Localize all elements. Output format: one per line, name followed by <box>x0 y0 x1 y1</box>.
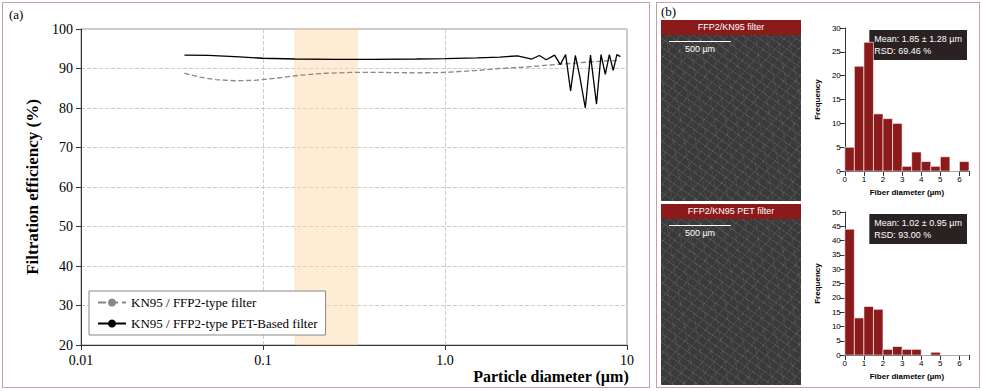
svg-text:10: 10 <box>620 353 634 368</box>
html-text:FFP2/KN95 PET filter: FFP2/KN95 PET filter <box>687 206 775 216</box>
svg-text:6: 6 <box>957 175 962 184</box>
svg-text:RSD: 93.00 %: RSD: 93.00 % <box>874 230 931 240</box>
svg-text:40: 40 <box>59 259 73 274</box>
svg-text:0: 0 <box>843 175 848 184</box>
svg-text:30: 30 <box>59 298 73 313</box>
svg-text:6: 6 <box>957 359 962 368</box>
svg-text:5: 5 <box>938 359 943 368</box>
svg-text:90: 90 <box>59 61 73 76</box>
html-text:500 µm: 500 µm <box>684 228 716 238</box>
svg-text:Filtration efficiency (%): Filtration efficiency (%) <box>23 99 42 275</box>
svg-text:50: 50 <box>59 219 73 234</box>
svg-text:70: 70 <box>59 140 73 155</box>
html-text:500 µm: 500 µm <box>684 44 716 54</box>
svg-text:0.1: 0.1 <box>254 353 272 368</box>
svg-text:30: 30 <box>832 24 841 33</box>
svg-text:KN95 / FFP2-type filter: KN95 / FFP2-type filter <box>131 295 257 310</box>
svg-text:4: 4 <box>919 175 924 184</box>
html-text:(a): (a) <box>9 7 24 22</box>
svg-text:1: 1 <box>862 359 867 368</box>
svg-text:Fiber diameter (µm): Fiber diameter (µm) <box>870 372 945 381</box>
svg-text:15: 15 <box>832 95 841 104</box>
svg-text:45: 45 <box>832 222 841 231</box>
svg-text:1: 1 <box>862 175 867 184</box>
svg-text:5: 5 <box>938 175 943 184</box>
svg-text:Mean: 1.02 ± 0.95 µm: Mean: 1.02 ± 0.95 µm <box>874 218 962 228</box>
svg-text:10: 10 <box>832 119 841 128</box>
svg-text:KN95 / FFP2-type PET-Based fil: KN95 / FFP2-type PET-Based filter <box>131 316 318 331</box>
svg-text:Particle diameter (µm): Particle diameter (µm) <box>473 368 629 386</box>
svg-text:25: 25 <box>832 279 841 288</box>
svg-text:Fiber diameter (µm): Fiber diameter (µm) <box>870 188 945 197</box>
svg-text:Mean: 1.85 ± 1.28 µm: Mean: 1.85 ± 1.28 µm <box>874 34 962 44</box>
svg-text:RSD: 69.46 %: RSD: 69.46 % <box>874 46 931 56</box>
svg-text:35: 35 <box>832 250 841 259</box>
svg-text:1.0: 1.0 <box>436 353 454 368</box>
svg-text:10: 10 <box>832 322 841 331</box>
svg-text:3: 3 <box>900 359 905 368</box>
svg-text:40: 40 <box>832 236 841 245</box>
svg-text:0.01: 0.01 <box>69 353 94 368</box>
html-text:FFP2/KN95 filter: FFP2/KN95 filter <box>697 22 765 32</box>
svg-text:20: 20 <box>59 338 73 353</box>
svg-text:3: 3 <box>900 175 905 184</box>
svg-text:Frequency: Frequency <box>813 263 822 304</box>
svg-text:4: 4 <box>919 359 924 368</box>
svg-text:20: 20 <box>832 71 841 80</box>
svg-text:50: 50 <box>832 208 841 217</box>
svg-text:2: 2 <box>881 175 886 184</box>
svg-text:5: 5 <box>836 143 841 152</box>
svg-text:80: 80 <box>59 101 73 116</box>
svg-text:0: 0 <box>843 359 848 368</box>
html-text:(b): (b) <box>661 4 677 19</box>
svg-text:Frequency: Frequency <box>813 79 822 120</box>
svg-text:25: 25 <box>832 47 841 56</box>
svg-text:5: 5 <box>836 336 841 345</box>
svg-text:60: 60 <box>59 180 73 195</box>
svg-text:30: 30 <box>832 265 841 274</box>
svg-text:0: 0 <box>836 167 841 176</box>
svg-text:0: 0 <box>836 351 841 360</box>
svg-text:100: 100 <box>52 22 73 37</box>
svg-text:20: 20 <box>832 293 841 302</box>
svg-text:15: 15 <box>832 308 841 317</box>
svg-text:2: 2 <box>881 359 886 368</box>
